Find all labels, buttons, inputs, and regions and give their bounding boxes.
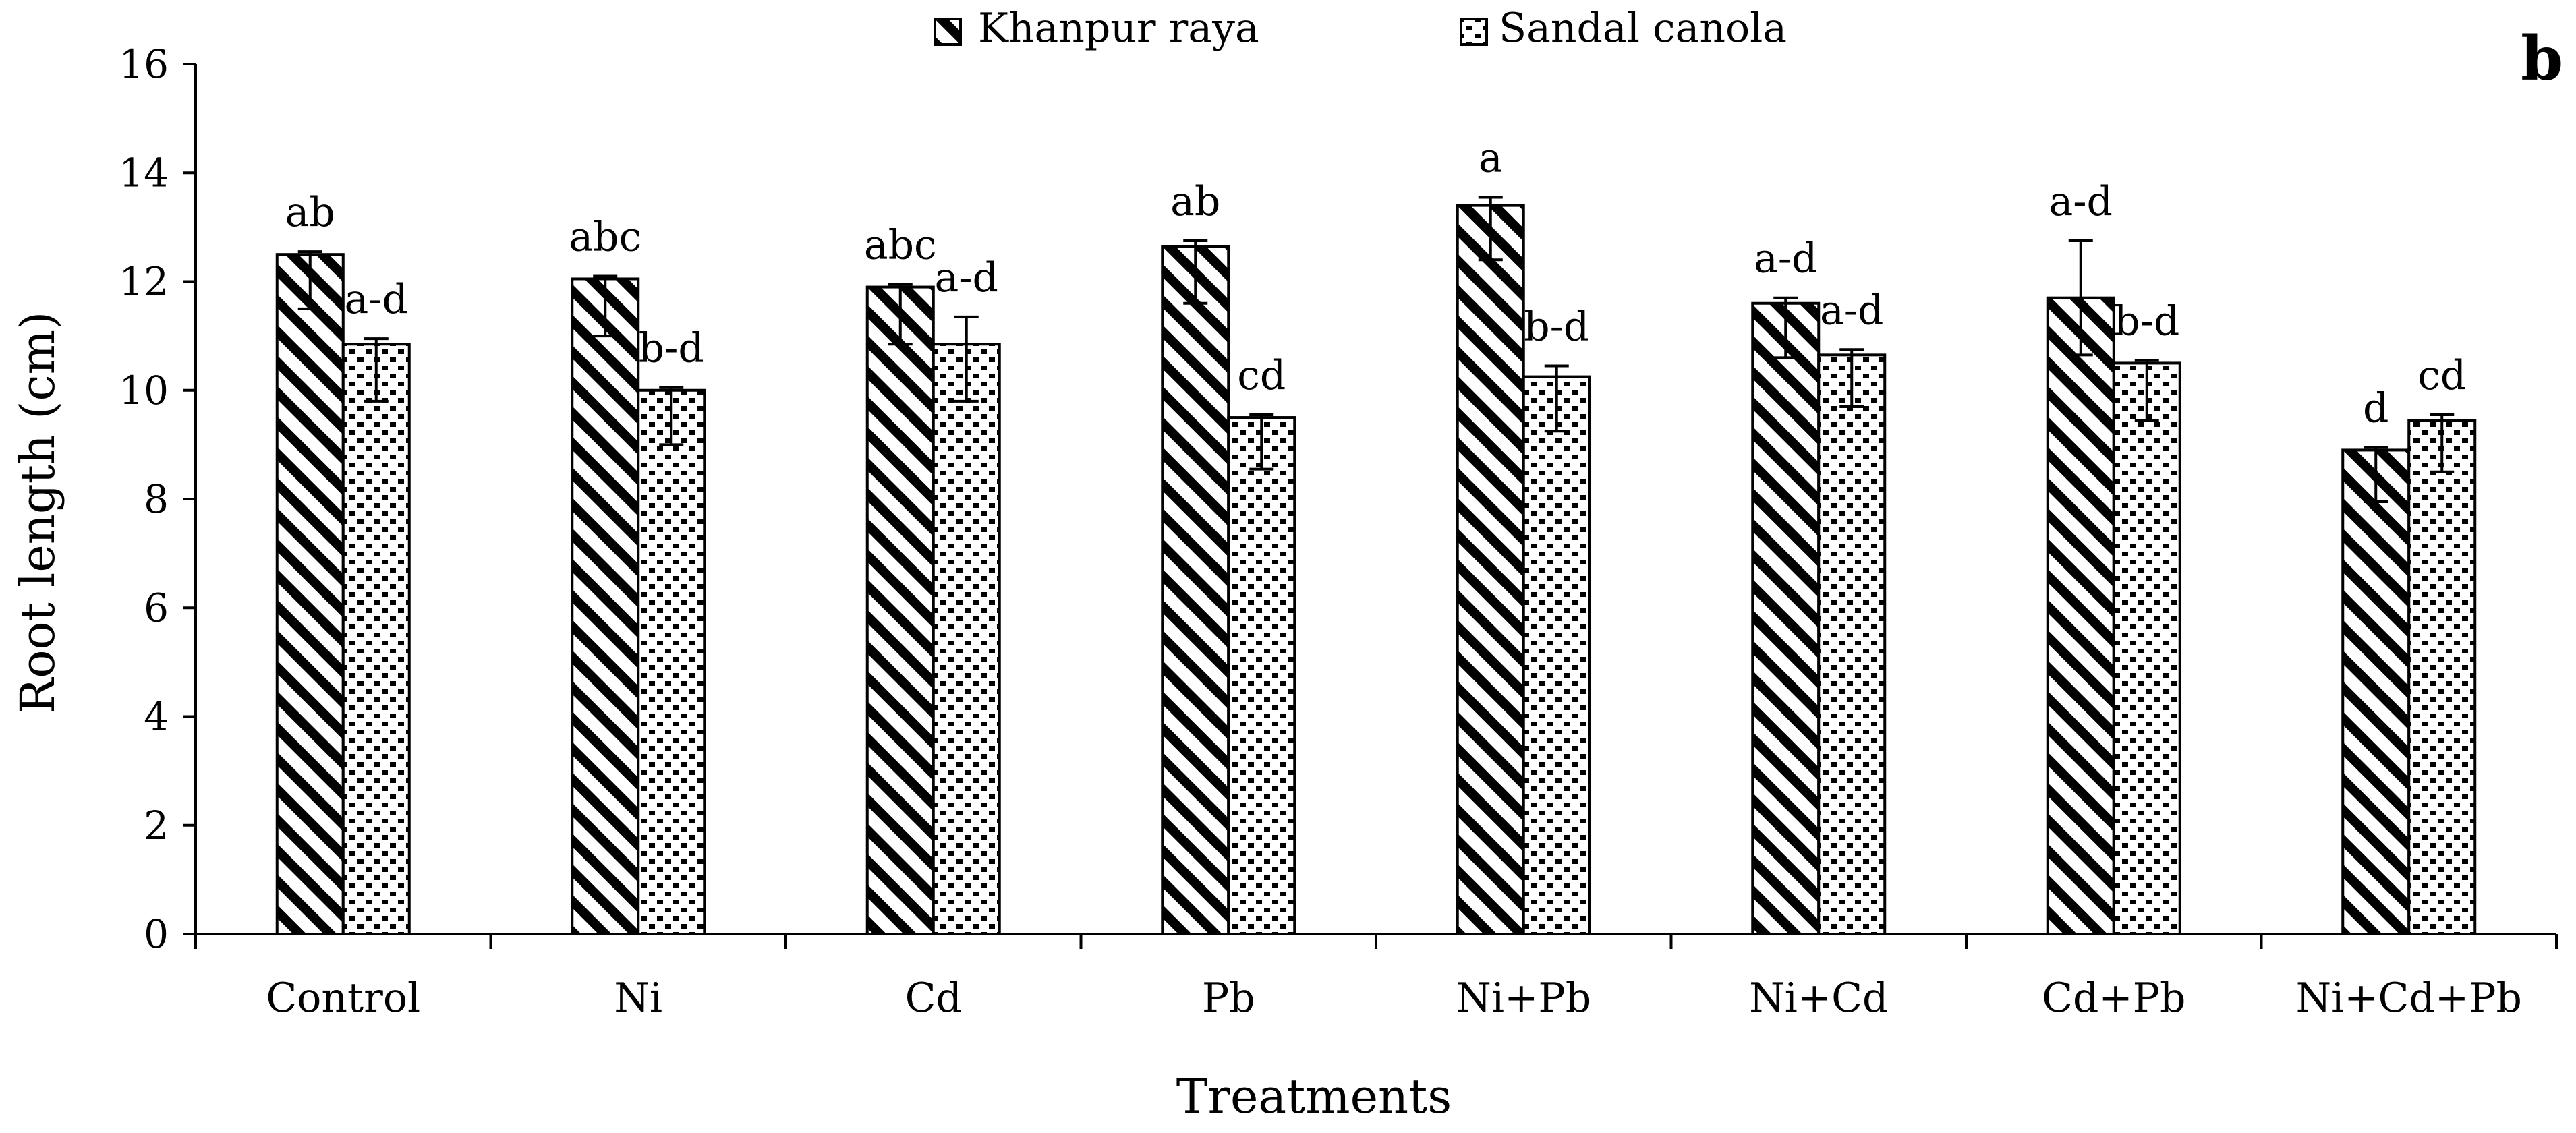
bar-khanpur-raya	[1751, 301, 1821, 935]
significance-letter: a-d	[935, 254, 998, 301]
y-tick-label: 0	[144, 911, 169, 957]
significance-letter: abc	[569, 213, 641, 260]
y-tick-label: 16	[119, 41, 169, 87]
significance-letter: cd	[1237, 352, 1286, 399]
y-tick-label: 14	[119, 150, 169, 196]
significance-letter: a-d	[1754, 235, 1817, 283]
x-tick-label: Control	[266, 975, 420, 1022]
panel-label: b	[2521, 23, 2563, 94]
x-tick-label: Cd	[905, 975, 962, 1022]
significance-letter: ab	[285, 189, 335, 236]
x-tick-label: Pb	[1202, 975, 1255, 1022]
y-axis-title: Root length (cm)	[10, 312, 65, 714]
bar-sandal-canola	[341, 343, 411, 935]
legend-swatch-sandal-canola	[1460, 18, 1488, 46]
bar-sandal-canola	[1817, 353, 1887, 935]
y-tick-label: 2	[144, 803, 169, 848]
y-tick-label: 4	[144, 694, 169, 740]
legend-label-sandal-canola: Sandal canola	[1499, 5, 1787, 52]
significance-letter: a-d	[345, 276, 408, 323]
bar-khanpur-raya	[2046, 296, 2115, 935]
x-tick-label: Ni+Pb	[1456, 975, 1591, 1022]
significance-letter: b-d	[2114, 297, 2179, 345]
bar-khanpur-raya	[275, 253, 345, 935]
bar-sandal-canola	[932, 343, 1001, 935]
bar-khanpur-raya	[1161, 245, 1230, 935]
bar-sandal-canola	[2112, 361, 2181, 935]
x-tick-label: Ni	[614, 975, 662, 1022]
x-tick-label: Ni+Cd+Pb	[2296, 975, 2522, 1022]
significance-letter: cd	[2417, 352, 2466, 399]
bar-khanpur-raya	[865, 285, 935, 935]
significance-letter: abc	[864, 222, 937, 269]
bar-khanpur-raya	[2341, 448, 2411, 935]
bar-sandal-canola	[1227, 416, 1296, 935]
legend-swatch-khanpur-raya	[934, 18, 962, 46]
legend-label-khanpur-raya: Khanpur raya	[978, 5, 1259, 52]
bar-khanpur-raya	[1456, 204, 1525, 935]
bar-khanpur-raya	[571, 277, 640, 935]
significance-letter: d	[2363, 384, 2388, 432]
y-tick-label: 6	[144, 585, 169, 631]
y-tick-label: 12	[119, 259, 169, 305]
y-tick-label: 8	[144, 476, 169, 522]
bar-sandal-canola	[1522, 375, 1591, 935]
bar-sandal-canola	[637, 388, 706, 935]
bar-sandal-canola	[2407, 419, 2477, 935]
x-tick-label: Ni+Cd	[1749, 975, 1888, 1022]
significance-letter: a-d	[2049, 178, 2113, 225]
significance-letter: a-d	[1820, 287, 1883, 334]
y-tick-label: 10	[119, 368, 169, 413]
significance-letter: a	[1479, 135, 1503, 182]
x-axis-title: Treatments	[1176, 1069, 1452, 1124]
significance-letter: ab	[1170, 178, 1220, 225]
x-tick-label: Cd+Pb	[2042, 975, 2185, 1022]
significance-letter: b-d	[639, 325, 704, 372]
significance-letter: b-d	[1524, 303, 1589, 350]
